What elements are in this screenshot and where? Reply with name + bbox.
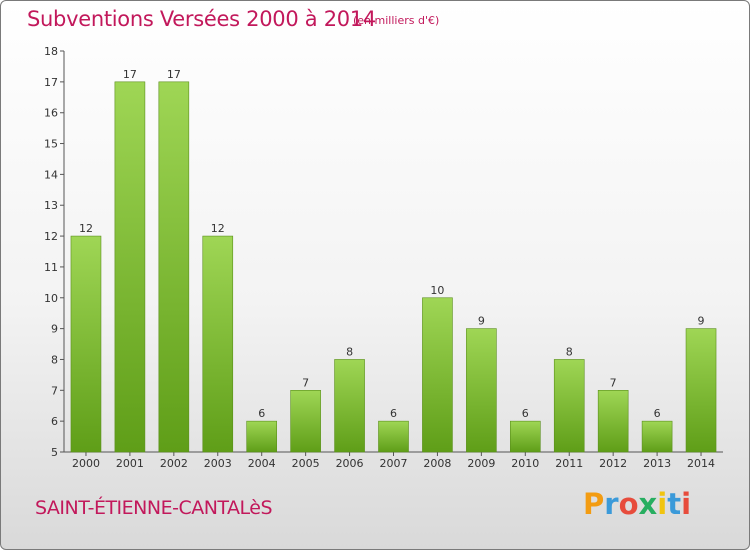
bar-2008 [422,297,453,453]
bar-value-label: 8 [346,345,353,358]
x-tick-label: 2010 [511,457,539,470]
bar-value-label: 8 [566,345,573,358]
logo-letter: P [583,487,605,521]
bar-value-label: 6 [258,407,265,420]
y-tick-label: 16 [44,107,58,120]
logo-letter: i [657,487,668,521]
proxiti-logo[interactable]: Proxiti [583,487,691,521]
commune-name: SAINT-ÉTIENNE-CANTALèS [35,497,273,519]
bar-value-label: 7 [610,376,617,389]
bar-2007 [378,420,409,453]
bar-value-label: 12 [79,222,93,235]
bar-2000 [70,235,102,453]
bar-value-label: 12 [211,222,225,235]
x-tick-label: 2009 [467,457,495,470]
bar-2014 [685,328,717,453]
x-tick-label: 2005 [292,457,320,470]
bar-value-label: 6 [390,407,397,420]
bar-value-label: 6 [654,407,661,420]
y-tick-label: 17 [44,76,58,89]
bar-2002 [158,81,190,453]
y-axis: 5 6 7 8 9 10 11 12 13 14 15 16 17 18 [44,45,65,459]
bar-2005 [290,390,321,453]
y-tick-label: 18 [44,45,58,58]
bar-2006 [334,359,365,453]
x-tick-label: 2007 [380,457,408,470]
y-tick-label: 15 [44,138,58,151]
x-tick-label: 2004 [248,457,276,470]
bar-2001 [114,81,146,453]
x-tick-label: 2008 [423,457,451,470]
x-tick-label: 2000 [72,457,100,470]
logo-letter: t [667,487,682,521]
y-tick-label: 13 [44,199,58,212]
bar-value-label: 10 [430,284,444,297]
y-tick-label: 9 [51,323,58,336]
y-tick-label: 10 [44,292,58,305]
y-tick-label: 6 [51,415,58,428]
x-tick-label: 2013 [643,457,671,470]
bar-2012 [597,390,629,453]
bar-2011 [553,359,585,453]
x-axis: 2000 2001 2002 2003 2004 2005 2006 2007 2008 2009… [64,451,723,470]
x-tick-label: 2014 [687,457,715,470]
logo-letter: i [681,487,692,521]
bar-value-label: 17 [123,68,137,81]
logo-letter: o [618,487,639,521]
x-tick-label: 2003 [204,457,232,470]
x-tick-label: 2011 [555,457,583,470]
x-tick-label: 2012 [599,457,627,470]
bar-value-label: 6 [522,407,529,420]
bar-2004 [246,420,277,453]
chart-title: Subventions Versées 2000 à 2014 [27,7,376,31]
y-tick-label: 5 [51,446,58,459]
x-tick-label: 2006 [336,457,364,470]
bars: 12 17 17 12 6 7 8 6 10 9 6 8 7 6 9 [70,68,717,453]
bar-2009 [466,328,497,453]
y-tick-label: 14 [44,168,58,181]
y-tick-label: 8 [51,353,58,366]
x-tick-label: 2001 [116,457,144,470]
bar-2003 [202,235,234,453]
bar-value-label: 7 [302,376,309,389]
bar-2010 [509,420,541,453]
y-tick-label: 12 [44,230,58,243]
y-tick-label: 7 [51,384,58,397]
logo-letter: x [638,487,658,521]
logo-letter: r [604,487,619,521]
bar-value-label: 9 [478,315,485,328]
x-tick-label: 2002 [160,457,188,470]
bar-value-label: 9 [698,315,705,328]
chart-subtitle: (en milliers d'€) [353,14,440,27]
bar-2013 [641,420,673,453]
y-tick-label: 11 [44,261,58,274]
bar-value-label: 17 [167,68,181,81]
